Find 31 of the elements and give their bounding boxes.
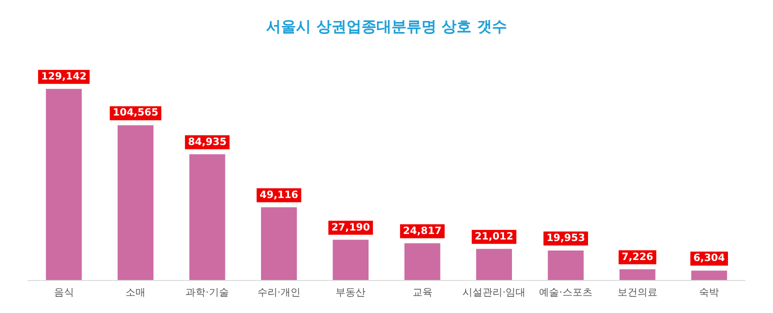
x-tick-label: 음식 [54, 288, 74, 298]
bar [189, 154, 226, 280]
x-tick-label: 숙박 [699, 288, 720, 298]
bar [261, 207, 297, 280]
data-label: 129,142 [41, 71, 87, 82]
bar [404, 243, 440, 280]
chart-title: 서울시 상권업종대분류명 상호 갯수 [266, 18, 507, 36]
data-label: 24,817 [403, 226, 442, 237]
x-tick-label: 과학·기술 [186, 288, 229, 298]
x-tick-label: 부동산 [336, 288, 366, 298]
data-label: 19,953 [546, 232, 586, 244]
bar [691, 270, 728, 280]
data-label: 7,226 [622, 252, 654, 263]
x-tick-label: 예술·스포츠 [539, 288, 592, 298]
x-tick-label: 수리·개인 [257, 288, 301, 298]
x-tick-label: 보건의료 [617, 288, 658, 298]
data-label: 27,190 [331, 222, 370, 234]
bar [46, 88, 82, 280]
bar [548, 250, 584, 280]
data-label: 84,935 [188, 136, 227, 148]
bar [332, 240, 369, 280]
data-label: 49,116 [260, 190, 298, 201]
data-label: 6,304 [693, 253, 726, 264]
x-tick-label: 교육 [412, 288, 432, 298]
x-tick-label: 소매 [126, 288, 146, 298]
bar [476, 248, 512, 280]
data-label: 104,565 [112, 108, 158, 119]
x-tick-label: 시설관리·임대 [462, 288, 526, 298]
bar [620, 269, 656, 280]
bar [118, 125, 154, 280]
data-label: 21,012 [474, 231, 514, 242]
